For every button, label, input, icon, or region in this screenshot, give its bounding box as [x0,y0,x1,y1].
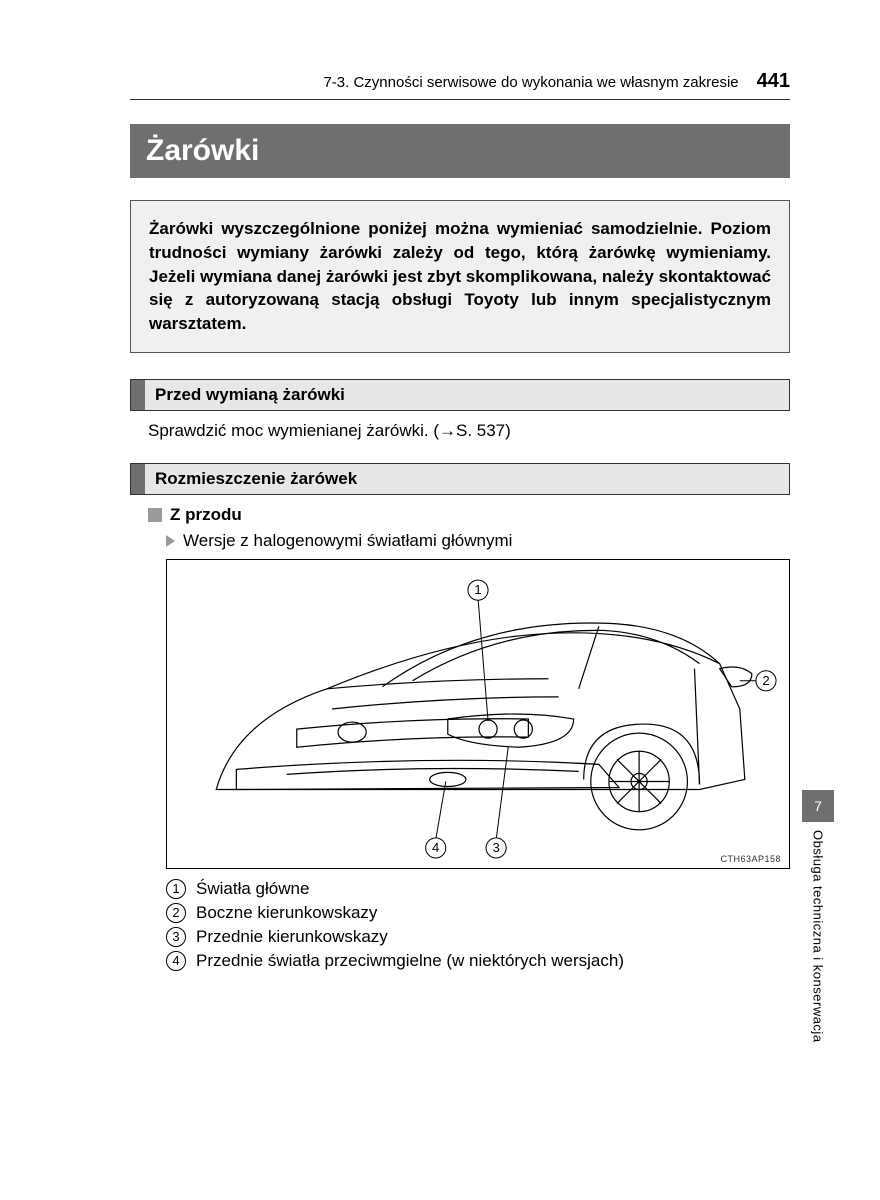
legend-num: 1 [166,879,186,899]
callout-4: 4 [432,840,439,855]
intro-box: Żarówki wyszczególnione poniżej można wy… [130,200,790,353]
section-label: Przed wymianą żarówki [145,380,789,410]
legend-item: 4 Przednie światła przeciwmgielne (w nie… [166,951,790,971]
triangle-bullet-icon [166,535,175,547]
subheading-text: Z przodu [170,505,242,525]
page-number: 441 [757,70,790,93]
header-rule [130,99,790,100]
callout-2: 2 [762,673,769,688]
section-bulb-locations: Rozmieszczenie żarówek [130,463,790,495]
legend-item: 2 Boczne kierunkowskazy [166,903,790,923]
legend-text: Światła główne [196,879,309,899]
callout-1: 1 [474,582,481,597]
text-suffix: ) [505,421,511,440]
legend-text: Przednie światła przeciwmgielne (w niekt… [196,951,624,971]
chapter-label: Obsługa techniczna i konserwacja [811,830,826,1043]
side-tab: 7 Obsługa techniczna i konserwacja [802,790,834,1043]
legend: 1 Światła główne 2 Boczne kierunkowskazy… [166,879,790,971]
image-code: CTH63AP158 [720,854,781,864]
section-tab [131,464,145,494]
legend-num: 3 [166,927,186,947]
section-before-replacement: Przed wymianą żarówki [130,379,790,411]
legend-item: 1 Światła główne [166,879,790,899]
arrow-icon: → [439,421,456,440]
legend-num: 2 [166,903,186,923]
car-svg: 1 2 3 4 [175,568,781,860]
variant-halogen: Wersje z halogenowymi światłami głównymi [166,531,790,551]
legend-text: Boczne kierunkowskazy [196,903,377,923]
section-tab [131,380,145,410]
title-bar: Żarówki [130,124,790,178]
subheading-front: Z przodu [148,505,790,525]
legend-text: Przednie kierunkowskazy [196,927,388,947]
page-ref: S. 537 [456,421,505,440]
legend-item: 3 Przednie kierunkowskazy [166,927,790,947]
text-prefix: Sprawdzić moc wymienianej żarówki. ( [148,421,439,440]
variant-text: Wersje z halogenowymi światłami głównymi [183,531,512,551]
legend-num: 4 [166,951,186,971]
section-label: Rozmieszczenie żarówek [145,464,789,494]
check-power-text: Sprawdzić moc wymienianej żarówki. (→S. … [148,421,790,441]
page-title: Żarówki [146,134,774,168]
callout-3: 3 [492,840,499,855]
chapter-number: 7 [802,790,834,822]
breadcrumb: 7-3. Czynności serwisowe do wykonania we… [323,74,738,91]
car-diagram: 1 2 3 4 CTH63AP158 [166,559,790,869]
square-bullet-icon [148,508,162,522]
